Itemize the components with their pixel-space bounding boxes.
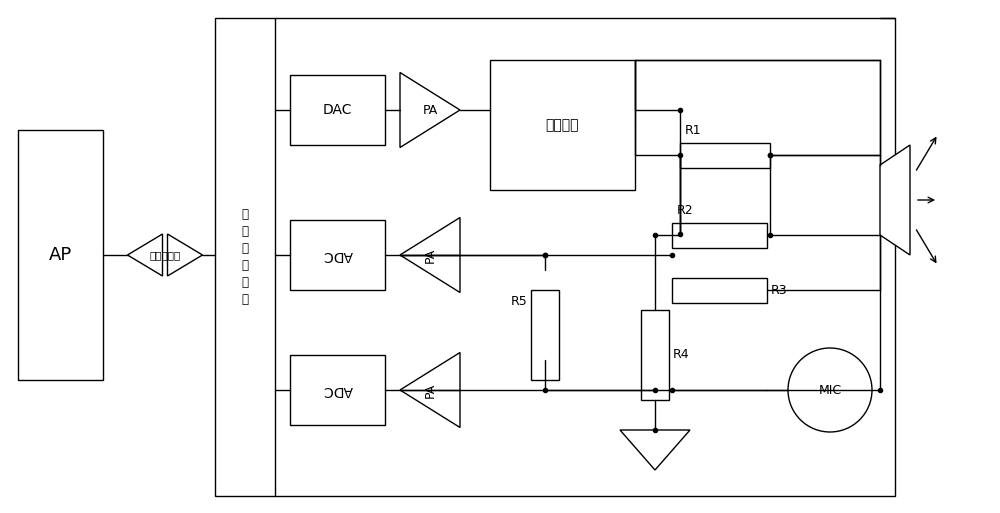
Text: PA: PA <box>422 104 438 116</box>
Polygon shape <box>400 352 460 427</box>
Bar <box>672 278 767 303</box>
Polygon shape <box>400 72 460 148</box>
Polygon shape <box>620 430 690 470</box>
Bar <box>641 310 669 400</box>
Bar <box>672 223 767 247</box>
Text: ADC: ADC <box>322 248 352 262</box>
Text: R3: R3 <box>771 284 788 297</box>
Bar <box>290 75 385 145</box>
Polygon shape <box>168 234 202 276</box>
Text: DAC: DAC <box>323 103 352 117</box>
Bar <box>680 143 770 168</box>
Bar <box>531 290 559 380</box>
Bar <box>490 60 635 190</box>
Polygon shape <box>400 218 460 292</box>
Text: PA: PA <box>424 382 436 398</box>
Polygon shape <box>128 234 162 276</box>
Text: PA: PA <box>424 247 436 263</box>
Bar <box>290 220 385 290</box>
Text: 音
频
数
据
接
口: 音 频 数 据 接 口 <box>242 208 248 306</box>
Bar <box>18 130 103 380</box>
Circle shape <box>788 348 872 432</box>
Text: R5: R5 <box>510 295 527 308</box>
Text: R4: R4 <box>673 348 690 362</box>
Polygon shape <box>880 145 910 255</box>
Text: 音频数据线: 音频数据线 <box>149 250 181 260</box>
Text: MIC: MIC <box>818 384 842 397</box>
Bar <box>290 355 385 425</box>
Text: R2: R2 <box>677 205 694 218</box>
Text: R1: R1 <box>685 125 702 137</box>
Bar <box>215 18 895 496</box>
Text: ADC: ADC <box>322 383 352 397</box>
Text: 音频功放: 音频功放 <box>546 118 579 132</box>
Text: AP: AP <box>49 246 72 264</box>
